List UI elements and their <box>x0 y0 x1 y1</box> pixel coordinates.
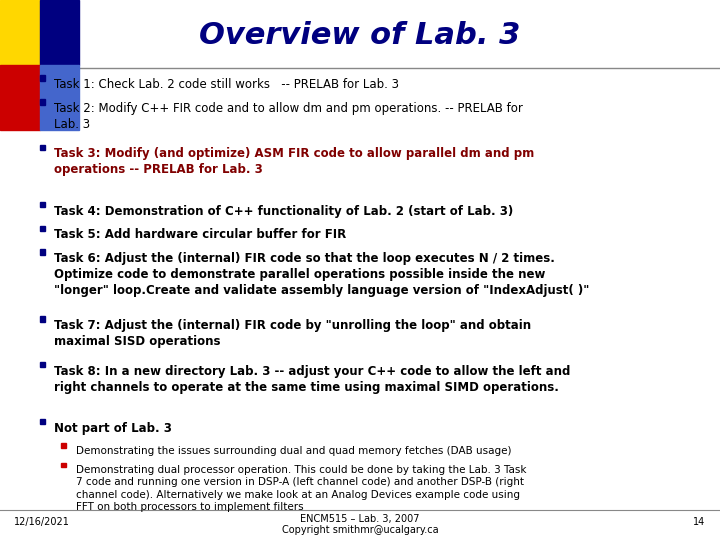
Bar <box>40 76 45 81</box>
Text: Task 1: Check Lab. 2 code still works   -- PRELAB for Lab. 3: Task 1: Check Lab. 2 code still works --… <box>54 78 399 91</box>
Text: ENCM515 – Lab. 3, 2007: ENCM515 – Lab. 3, 2007 <box>300 515 420 524</box>
Bar <box>40 249 45 255</box>
Bar <box>0 0 40 65</box>
Text: Task 5: Add hardware circular buffer for FIR: Task 5: Add hardware circular buffer for… <box>54 228 346 241</box>
Text: Task 6: Adjust the (internal) FIR code so that the loop executes N / 2 times.
Op: Task 6: Adjust the (internal) FIR code s… <box>54 252 590 297</box>
Bar <box>40 362 45 367</box>
Bar <box>40 99 45 105</box>
Bar <box>40 316 45 322</box>
Text: 14: 14 <box>693 517 706 527</box>
Bar <box>40 419 45 424</box>
Text: Task 4: Demonstration of C++ functionality of Lab. 2 (start of Lab. 3): Task 4: Demonstration of C++ functionali… <box>54 205 513 218</box>
Bar <box>40 0 79 65</box>
Text: Not part of Lab. 3: Not part of Lab. 3 <box>54 422 172 435</box>
Text: Demonstrating the issues surrounding dual and quad memory fetches (DAB usage): Demonstrating the issues surrounding dua… <box>76 446 511 456</box>
Bar <box>0 65 40 130</box>
Text: 12/16/2021: 12/16/2021 <box>14 517 71 527</box>
Bar <box>40 202 45 207</box>
Bar <box>40 226 45 231</box>
Bar <box>40 65 79 130</box>
Text: Task 8: In a new directory Lab. 3 -- adjust your C++ code to allow the left and
: Task 8: In a new directory Lab. 3 -- adj… <box>54 364 570 394</box>
Text: Task 3: Modify (and optimize) ASM FIR code to allow parallel dm and pm
operation: Task 3: Modify (and optimize) ASM FIR co… <box>54 147 534 177</box>
Bar <box>40 145 45 150</box>
Bar <box>61 463 66 467</box>
Text: Overview of Lab. 3: Overview of Lab. 3 <box>199 21 521 50</box>
Bar <box>61 443 66 448</box>
Text: Task 7: Adjust the (internal) FIR code by "unrolling the loop" and obtain
maxima: Task 7: Adjust the (internal) FIR code b… <box>54 319 531 348</box>
Text: Demonstrating dual processor operation. This could be done by taking the Lab. 3 : Demonstrating dual processor operation. … <box>76 465 526 512</box>
Text: Copyright smithmr@ucalgary.ca: Copyright smithmr@ucalgary.ca <box>282 525 438 535</box>
Text: Task 2: Modify C++ FIR code and to allow dm and pm operations. -- PRELAB for
Lab: Task 2: Modify C++ FIR code and to allow… <box>54 102 523 131</box>
